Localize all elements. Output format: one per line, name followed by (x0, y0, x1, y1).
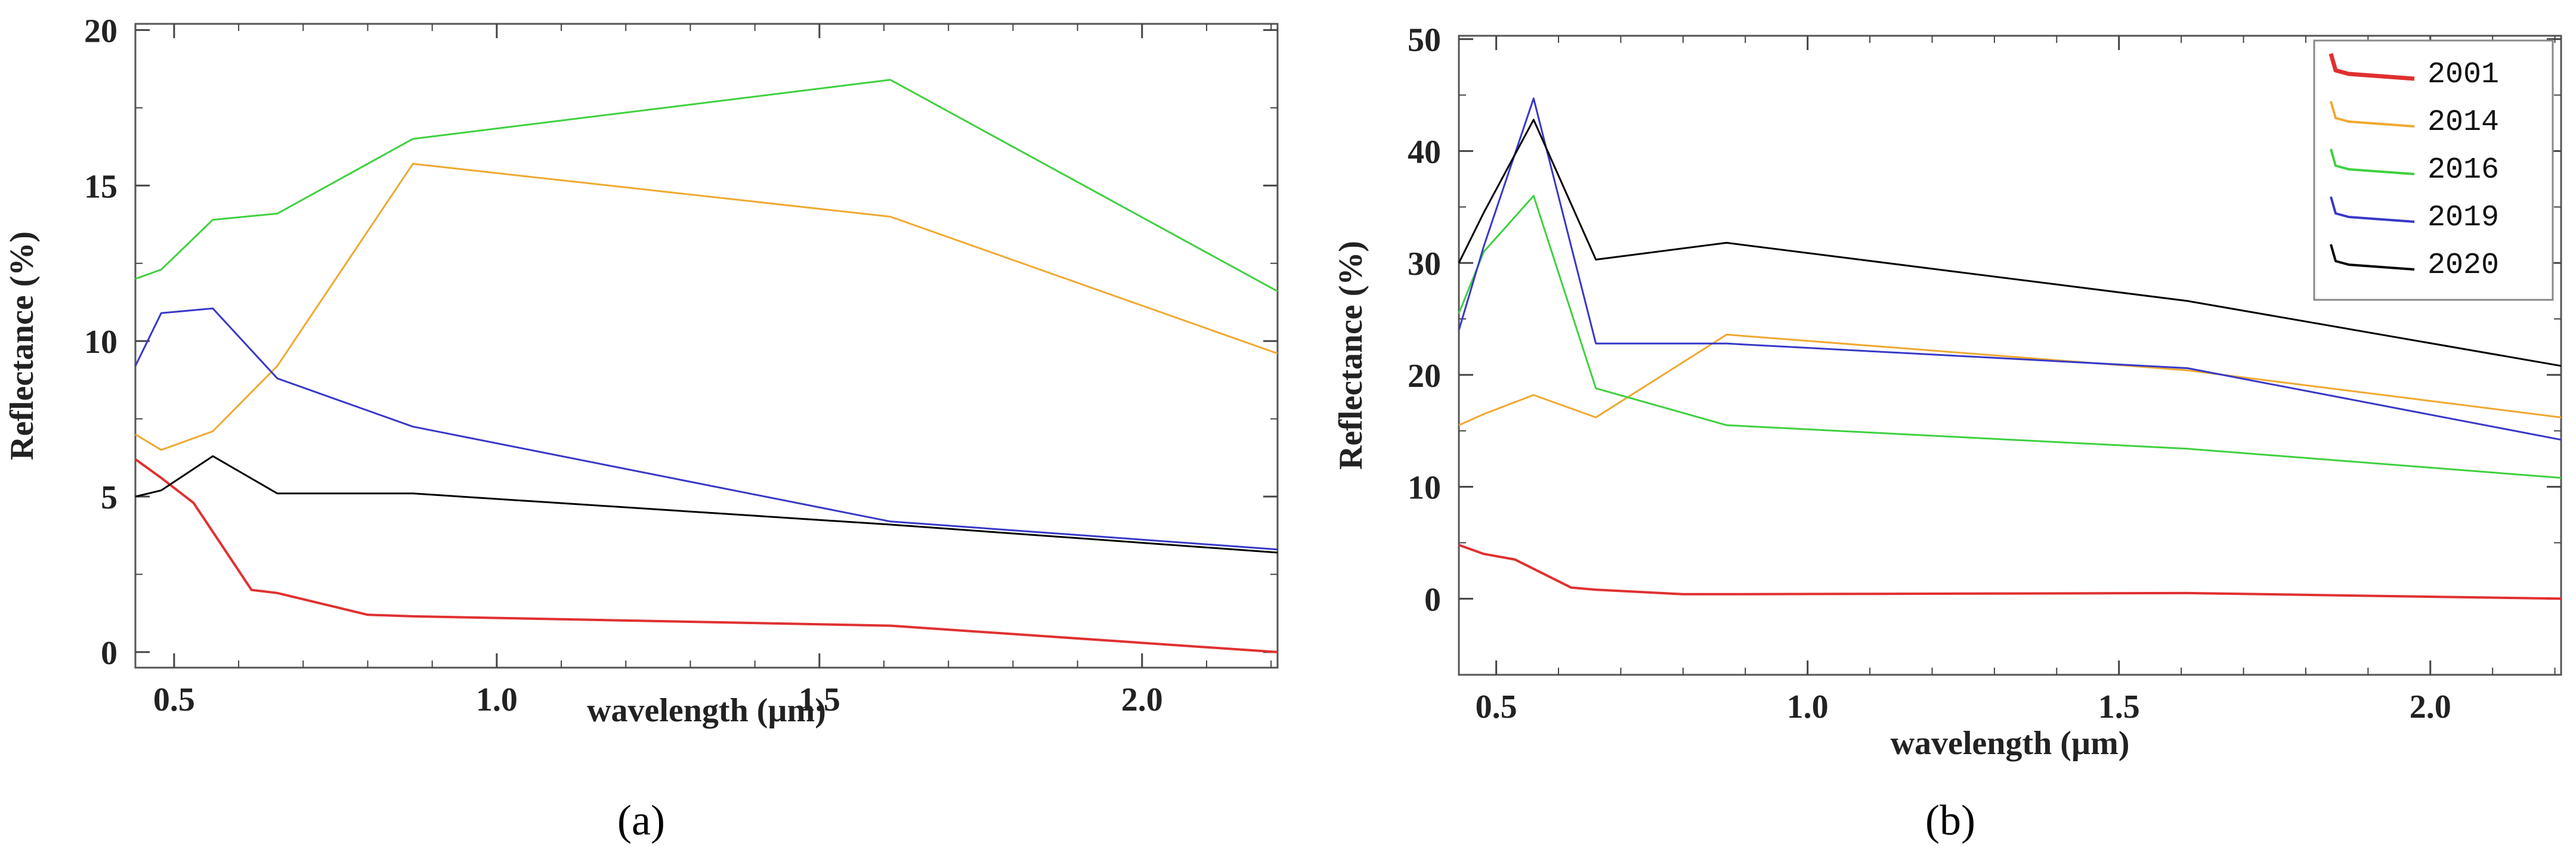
series-line-5 (1458, 119, 2562, 367)
series-line-2 (135, 163, 1278, 451)
legend-label-3: 2016 (2427, 153, 2499, 187)
series-line-4 (134, 307, 1278, 551)
panel-caption-b: (b) (1925, 796, 1975, 844)
x-tick-label: 1.5 (799, 681, 840, 718)
y-tick-label: 0 (1424, 581, 1441, 618)
legend-swatch-5 (2330, 244, 2415, 271)
legend-label-5: 2020 (2427, 249, 2499, 283)
x-tick-label: 1.5 (2098, 689, 2140, 725)
y-tick-label: 15 (84, 168, 117, 205)
x-tick-label: 0.5 (1476, 689, 1517, 725)
legend-label-1: 2001 (2427, 58, 2499, 92)
x-tick-label: 0.5 (153, 681, 195, 718)
legend-label-4: 2019 (2427, 201, 2499, 235)
series-line-3 (1458, 195, 2562, 479)
y-tick-label: 0 (101, 635, 117, 672)
series-line-5 (135, 455, 1278, 554)
series-line-4 (1458, 97, 2562, 441)
series-line-1 (134, 458, 1278, 653)
plot-frame (1458, 35, 2562, 676)
x-tick-label: 2.0 (2410, 689, 2451, 725)
y-tick-label: 50 (1408, 22, 1441, 59)
y-tick-label: 5 (101, 479, 117, 516)
legend-label-2: 2014 (2427, 106, 2499, 139)
legend-swatch-4 (2330, 196, 2415, 223)
y-tick-label: 10 (84, 324, 117, 361)
legend-swatch-1 (2328, 53, 2415, 81)
y-tick-label: 10 (1408, 470, 1441, 507)
series-line-3 (135, 79, 1278, 293)
x-tick-label: 1.0 (1787, 689, 1829, 725)
series-line-1 (1458, 544, 2562, 600)
legend-swatch-2 (2330, 101, 2415, 128)
y-tick-label: 20 (84, 13, 117, 49)
y-tick-label: 30 (1408, 246, 1441, 283)
x-tick-label: 2.0 (1121, 681, 1163, 718)
chart-b: 0 10 20 30 40 50 0.5 1.0 1.5 2.0 wavelength (µm) Re… (1332, 22, 2562, 762)
chart-a: 0 5 10 15 20 0.5 1.0 1.5 2.0 wavelength (µm) Refle… (4, 13, 1279, 729)
y-tick-label: 40 (1408, 134, 1441, 170)
series-line-2 (1458, 333, 2562, 426)
plot-frame (134, 23, 1279, 669)
x-tick-label: 1.0 (476, 681, 518, 718)
y-tick-label: 20 (1408, 358, 1441, 395)
x-axis-label: wavelength (µm) (587, 692, 826, 729)
x-axis-label: wavelength (µm) (1891, 725, 2130, 762)
y-axis-label: Reflectance (%) (1332, 241, 1369, 470)
panel-caption-a: (a) (617, 796, 665, 844)
y-axis-label: Reflectance (%) (4, 231, 41, 460)
legend-swatch-3 (2330, 148, 2415, 175)
